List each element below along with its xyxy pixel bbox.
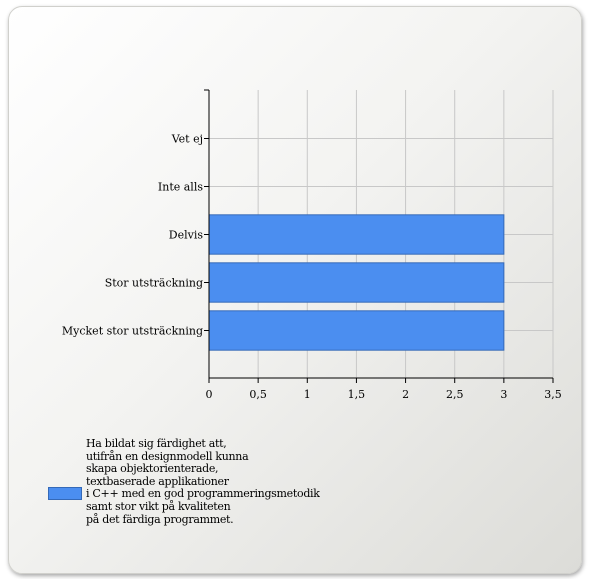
x-tick-label: 3,5 xyxy=(544,388,562,401)
bar xyxy=(208,214,505,255)
x-tick-labels: 0 0,5 1 1,5 2 2,5 3 3,5 xyxy=(206,378,562,401)
category-label: Vet ej xyxy=(171,133,203,146)
category-label: Delvis xyxy=(169,229,204,242)
category-labels: Vet ej Inte alls Delvis Stor utsträckning My… xyxy=(62,89,209,338)
legend-label: Ha bildat sig färdighet att, utifrån en … xyxy=(86,437,320,526)
x-tick-label: 3 xyxy=(500,388,507,401)
x-tick-label: 2 xyxy=(402,388,409,401)
bar xyxy=(208,262,505,303)
category-label: Mycket stor utsträckning xyxy=(62,325,203,338)
bars xyxy=(208,214,505,351)
x-tick-label: 0 xyxy=(206,388,213,401)
legend: Ha bildat sig färdighet att, utifrån en … xyxy=(48,437,378,558)
bar xyxy=(208,310,505,351)
x-tick-label: 2,5 xyxy=(446,388,464,401)
x-tick-label: 1 xyxy=(304,388,311,401)
legend-swatch xyxy=(48,487,82,500)
category-label: Inte alls xyxy=(158,181,203,194)
category-label: Stor utsträckning xyxy=(105,277,203,290)
x-tick-label: 1,5 xyxy=(348,388,366,401)
x-tick-label: 0,5 xyxy=(249,388,267,401)
